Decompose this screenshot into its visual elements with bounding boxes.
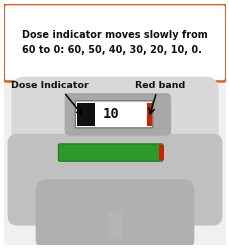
FancyBboxPatch shape bbox=[35, 179, 194, 249]
Bar bbox=[108, 212, 121, 239]
FancyBboxPatch shape bbox=[8, 134, 221, 226]
Text: Dose Indicator: Dose Indicator bbox=[11, 81, 89, 90]
Bar bbox=[158, 145, 164, 160]
FancyBboxPatch shape bbox=[11, 77, 218, 171]
Text: Red band: Red band bbox=[135, 81, 185, 90]
FancyBboxPatch shape bbox=[64, 93, 170, 136]
Text: Dose indicator moves slowly from
60 to 0: 60, 50, 40, 30, 20, 10, 0.: Dose indicator moves slowly from 60 to 0… bbox=[22, 30, 207, 55]
FancyBboxPatch shape bbox=[75, 101, 152, 128]
Bar bbox=[146, 103, 151, 126]
FancyBboxPatch shape bbox=[58, 144, 162, 161]
FancyBboxPatch shape bbox=[4, 4, 225, 81]
Bar bbox=[77, 103, 94, 126]
FancyBboxPatch shape bbox=[1, 78, 228, 249]
Text: 10: 10 bbox=[102, 107, 119, 121]
